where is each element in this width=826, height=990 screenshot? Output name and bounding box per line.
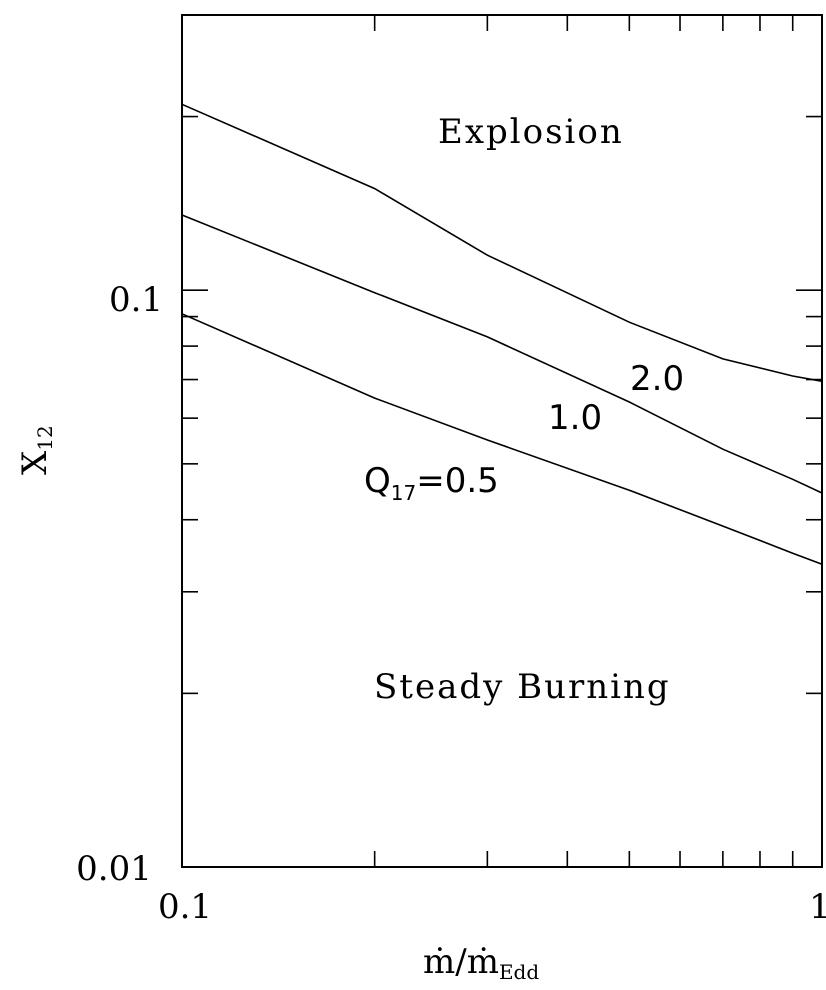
y-axis-label-main: X: [15, 450, 55, 475]
curve-label-0.5: Q17=0.5: [364, 461, 499, 505]
series-line-0: [181, 313, 823, 565]
curve-label-1.0: 1.0: [548, 398, 602, 438]
series-curves: [181, 103, 823, 565]
y-tick-label-0.1: 0.1: [109, 280, 163, 320]
steady-burning-label: Steady Burning: [374, 667, 671, 707]
x-axis-label-main: ṁ/ṁ: [423, 942, 499, 982]
curve-label-q: Q: [364, 461, 391, 501]
plot-frame: [181, 14, 823, 868]
curve-label-q-value: =0.5: [416, 461, 499, 501]
y-axis-label: X12: [15, 425, 57, 475]
x-axis-label: ṁ/ṁEdd: [423, 942, 539, 984]
x-tick-label-1: 1: [809, 887, 826, 927]
y-tick-label-0.01: 0.01: [76, 849, 152, 889]
series-line-2: [181, 103, 823, 383]
curve-label-q-sub: 17: [391, 481, 416, 505]
x-tick-label-0.1: 0.1: [158, 887, 212, 927]
x-axis-label-sub: Edd: [499, 960, 539, 984]
curve-label-2.0: 2.0: [630, 359, 684, 399]
series-line-1: [181, 214, 823, 494]
explosion-label: Explosion: [438, 112, 624, 152]
y-axis-label-sub: 12: [33, 425, 57, 450]
